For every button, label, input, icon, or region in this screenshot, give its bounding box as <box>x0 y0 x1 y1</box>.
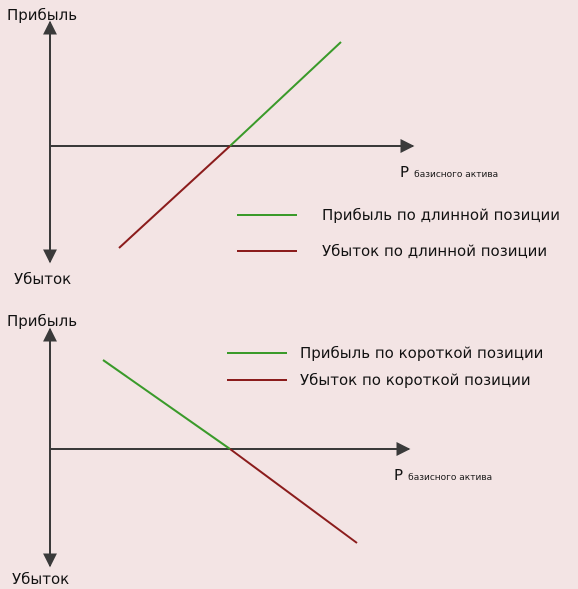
top-profit-line <box>229 41 342 147</box>
top-chart <box>43 20 415 264</box>
bottom-y-axis-loss-label: Убыток <box>12 570 70 588</box>
bottom-y-axis-profit-label: Прибыль <box>7 312 78 330</box>
bottom-chart <box>43 327 411 568</box>
bottom-legend-loss-label: Убыток по короткой позиции <box>300 371 531 389</box>
bottom-x-axis-label: P базисного актива <box>394 465 492 484</box>
bottom-x-axis-label-main: P <box>394 466 404 484</box>
top-y-axis-profit-label: Прибыль <box>7 6 78 24</box>
bottom-profit-line <box>102 359 231 450</box>
top-x-axis-label-sub: базисного актива <box>414 170 499 180</box>
top-legend-profit-label: Прибыль по длинной позиции <box>322 206 561 224</box>
bottom-legend-profit-label: Прибыль по короткой позиции <box>300 344 544 362</box>
top-x-axis-label-main: P <box>400 163 410 181</box>
bottom-x-axis-label-sub: базисного актива <box>408 473 493 483</box>
top-x-axis-label: P базисного актива <box>400 162 498 181</box>
top-loss-line <box>118 145 231 249</box>
top-y-axis-loss-label: Убыток <box>14 270 72 288</box>
top-legend-loss-label: Убыток по длинной позиции <box>322 242 548 260</box>
bottom-loss-line <box>229 448 358 544</box>
